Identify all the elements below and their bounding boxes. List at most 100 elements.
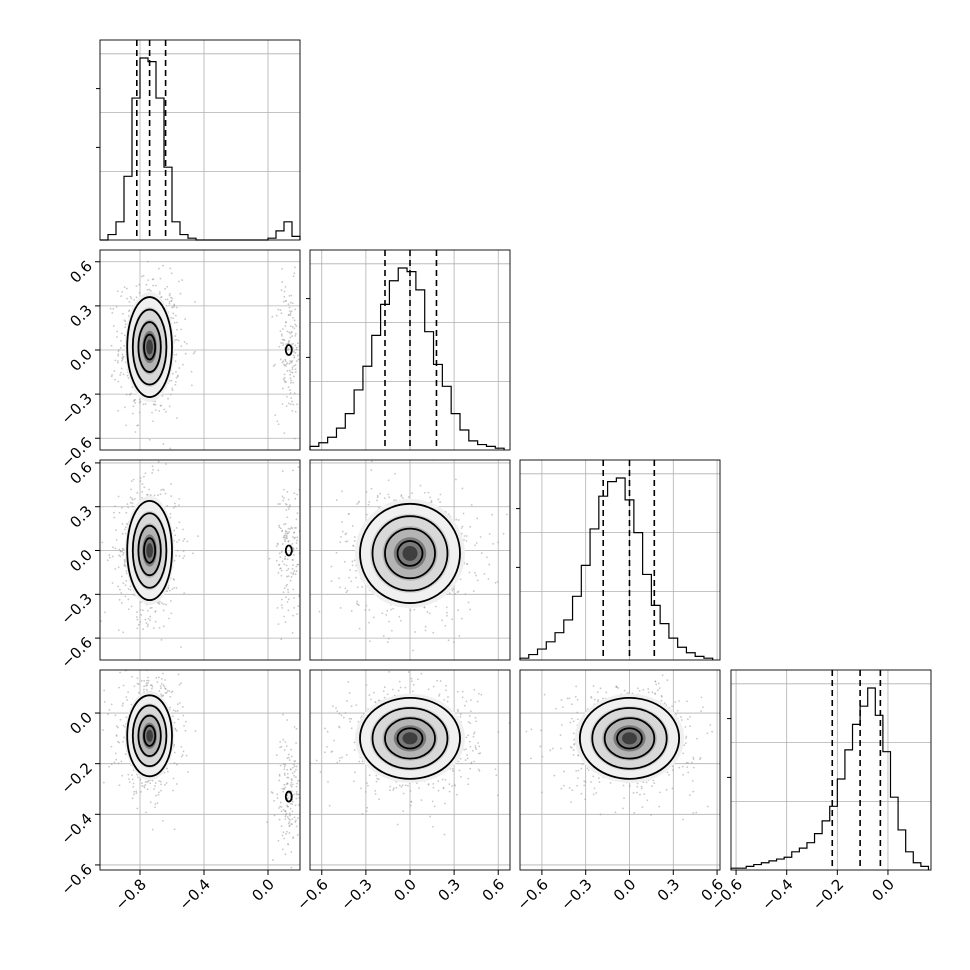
sample-point [117,762,120,765]
sample-point [173,828,176,831]
sample-point [373,691,375,694]
sample-point [279,764,282,767]
sample-point [689,725,691,728]
sample-point [115,735,118,737]
sample-point [457,760,460,763]
sample-point [169,292,171,295]
sample-point [151,779,154,782]
sample-point [163,685,166,688]
sample-point [178,498,181,500]
sample-point [543,693,546,696]
sample-point [126,297,129,300]
sample-point [388,496,391,499]
density-contour [143,537,157,564]
histogram-step [309,267,505,450]
sample-point [287,575,290,578]
sample-point [572,753,575,756]
sample-point [398,784,401,787]
sample-point [655,683,658,686]
sample-point [172,789,175,792]
sample-point [281,495,284,498]
sample-point [706,732,709,735]
sample-point [119,549,122,552]
sample-point [142,403,145,406]
sample-point [125,393,128,396]
sample-point [124,565,127,568]
sample-point [171,297,174,300]
sample-point [497,541,500,544]
sample-point [177,339,180,342]
sample-point [463,535,466,537]
sample-point [593,787,596,790]
sample-point [505,513,508,516]
sample-point [152,469,154,471]
sample-point [595,792,598,794]
histogram-panel-p3: −0.6 −0.4 −0.2 0.0 [708,669,932,914]
sample-point [429,815,431,818]
sample-point [286,768,289,771]
sample-point [377,778,380,781]
sample-point [165,691,168,694]
sample-point [284,853,287,856]
sample-point [176,658,178,660]
sample-point [479,536,482,538]
sample-point [125,579,128,582]
sample-point [687,771,690,774]
sample-point [358,760,361,763]
sample-point [295,325,298,327]
sample-point [389,785,392,788]
sample-point [583,780,586,783]
sample-point [404,686,407,689]
sample-point [290,371,292,374]
sample-point [117,495,120,498]
sample-point [119,671,121,674]
sample-point [692,758,695,761]
sample-point [286,349,289,351]
sample-point [165,603,168,606]
sample-point [432,631,435,634]
sample-point [651,691,654,694]
sample-point [293,492,296,495]
sample-point [197,535,199,538]
sample-point [367,503,370,506]
sample-point [375,774,378,777]
sample-point [173,586,176,589]
sample-point [627,692,630,694]
sample-point [129,496,132,499]
sample-point [339,541,342,544]
sample-point [410,680,413,683]
sample-point [638,689,641,692]
sample-point [331,750,334,753]
density-contour [131,704,168,768]
sample-point [571,789,574,791]
sample-point [287,532,289,535]
sample-point [285,564,288,567]
sample-point [599,813,602,816]
sample-point [144,403,147,405]
y-tick-label: 0.6 [66,257,96,287]
sample-point [439,501,442,504]
sample-point [541,791,543,794]
sample-point [138,283,141,286]
sample-point [286,601,289,603]
sample-point [152,403,155,406]
sample-point [399,686,402,689]
sample-point [333,739,335,742]
sample-point [683,744,686,747]
sample-point [420,799,423,802]
sample-point [170,316,173,319]
sample-point [368,621,370,624]
sample-point [114,505,116,508]
sample-point [149,615,152,618]
sample-point [465,736,468,739]
sample-point [393,499,396,502]
sample-point [121,704,124,707]
sample-point [295,565,298,568]
sample-point [284,621,287,623]
density-shade [146,543,153,558]
sample-point [387,493,390,496]
sample-point [300,828,302,830]
sample-point [658,805,661,808]
sample-point [292,275,295,278]
